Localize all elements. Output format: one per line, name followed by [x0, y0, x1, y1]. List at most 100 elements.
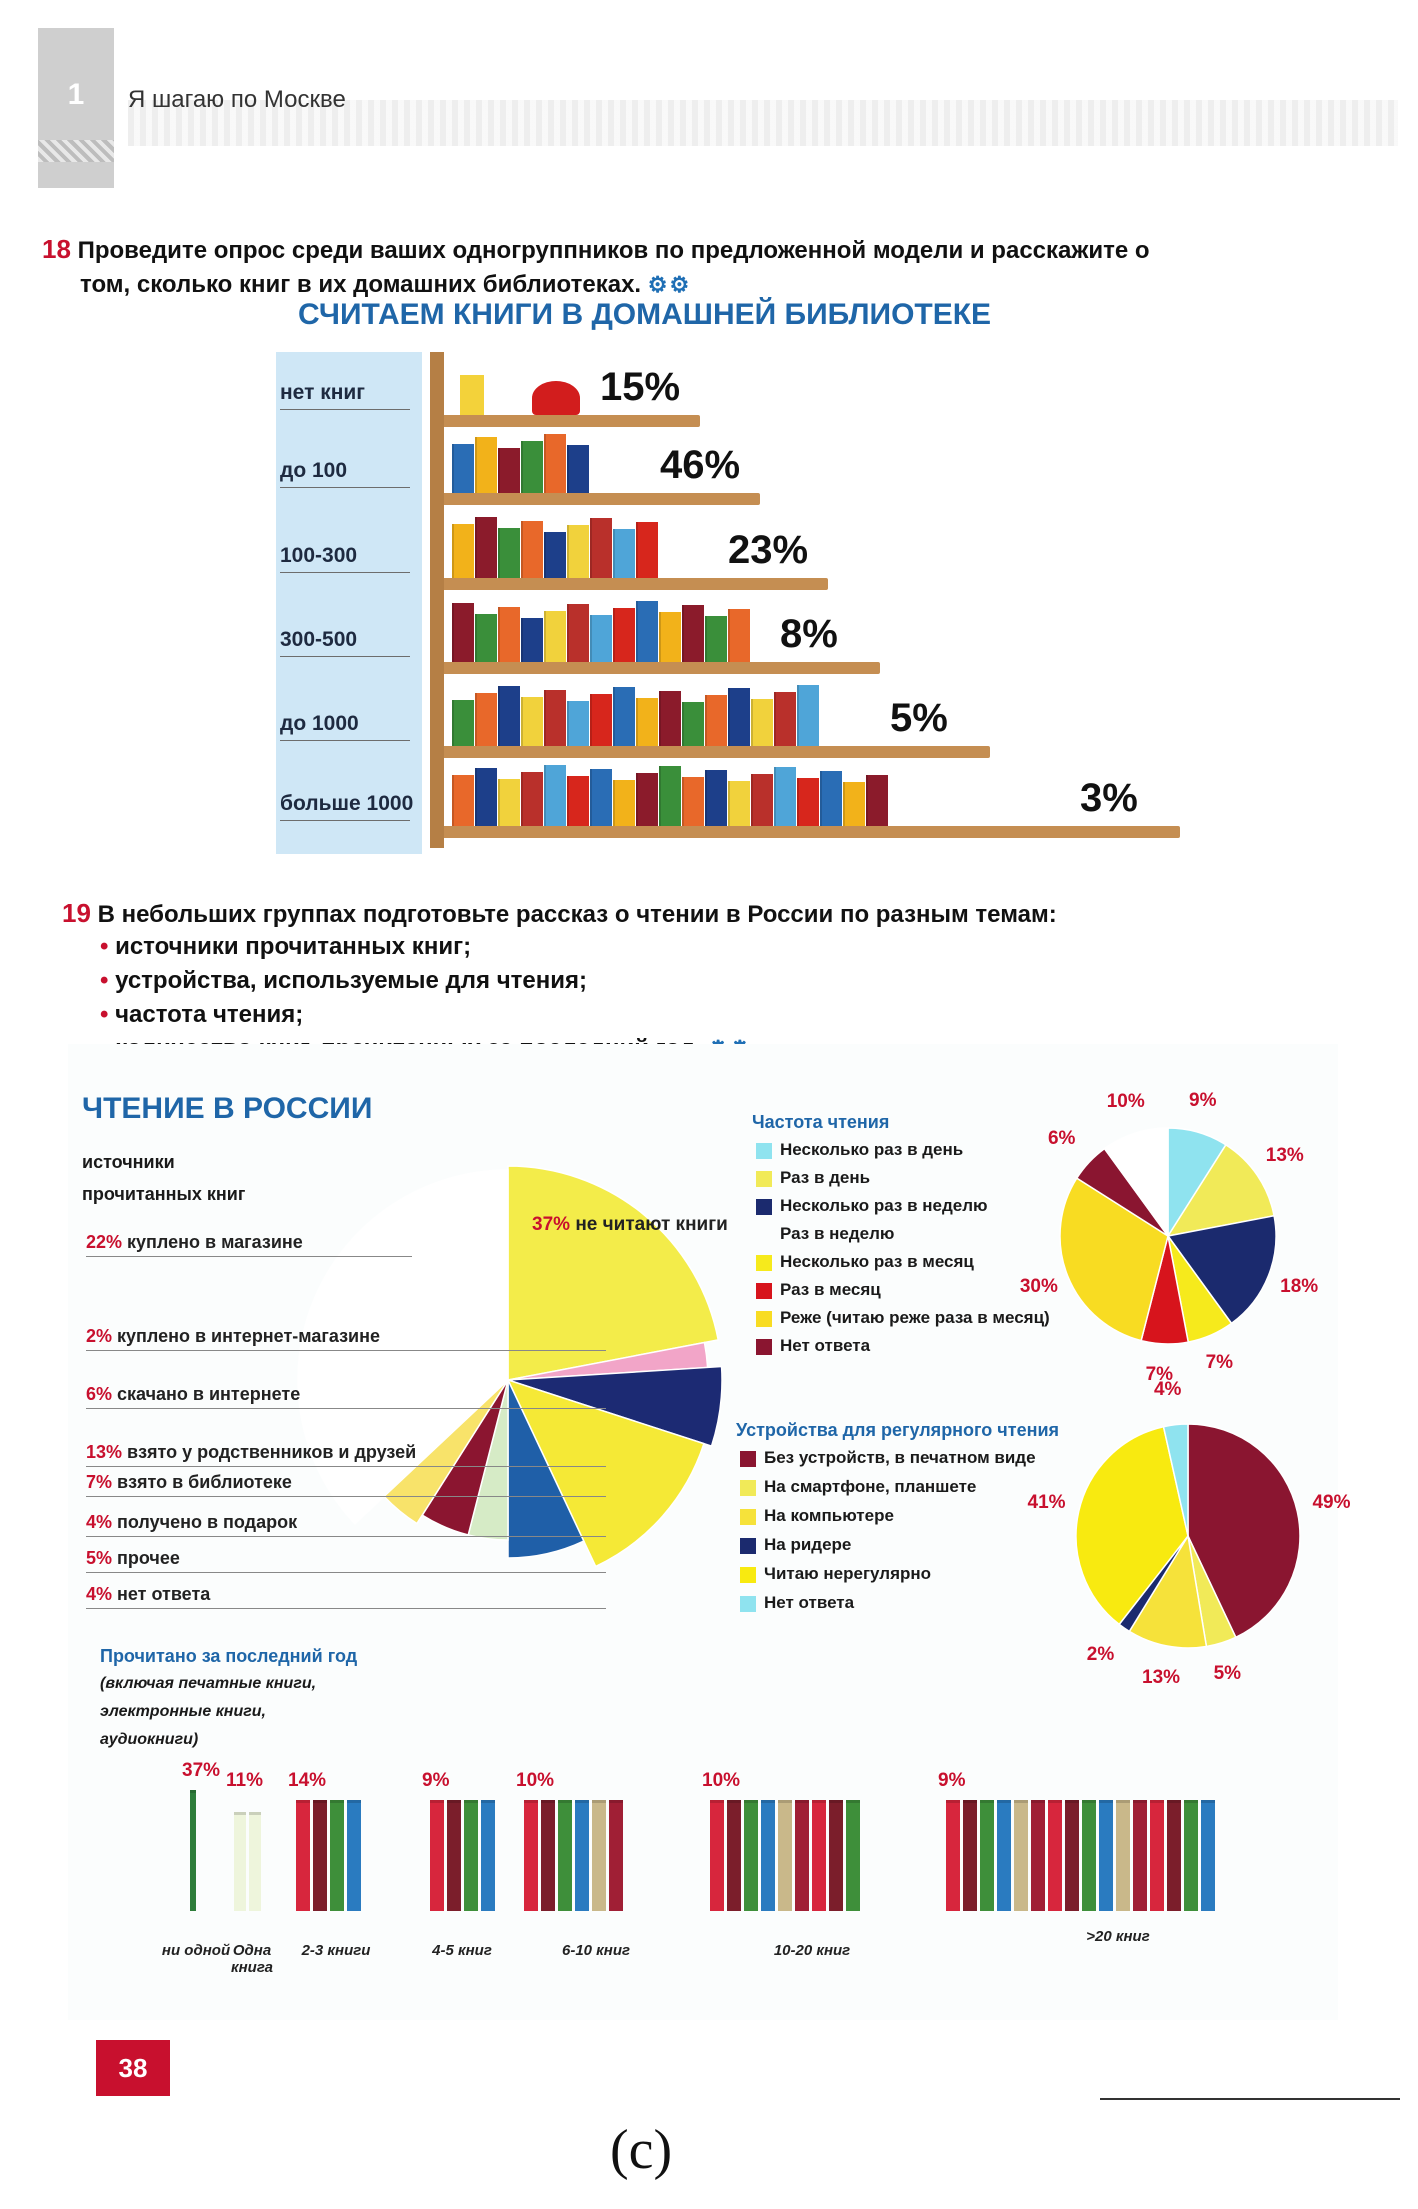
read-last-year-percent: 9%	[422, 1770, 450, 1791]
figure-caption: (c)	[610, 2119, 673, 2181]
sources-label-not-reading: 37% не читают книги	[532, 1214, 728, 1235]
read-last-year-category: 4-5 книг	[432, 1942, 492, 1959]
book-icon	[1116, 1800, 1130, 1911]
book-icon	[751, 699, 773, 746]
frequency-pie-label: 7%	[1145, 1363, 1174, 1385]
book-icon	[544, 765, 566, 826]
legend-swatch	[756, 1142, 772, 1159]
exercise-18: 18 Проведите опрос среди ваших одногрупп…	[42, 232, 1382, 302]
book-icon	[541, 1800, 555, 1911]
shelf-label-underline	[280, 656, 410, 657]
bullet-item: • частота чтения;	[100, 1001, 304, 1028]
exercise-18-text-line2: том, сколько книг в их домашних библиоте…	[80, 271, 642, 298]
frequency-legend-item: Несколько раз в день	[756, 1140, 963, 1160]
book-row	[452, 684, 882, 746]
shelf-label-underline	[280, 409, 410, 410]
sources-pie-slice	[507, 1365, 723, 1448]
book-icon	[778, 1800, 792, 1911]
read-last-year-category: Одна книга	[231, 1942, 273, 1976]
book-icon	[980, 1800, 994, 1911]
book-icon	[475, 768, 497, 826]
book-icon	[812, 1800, 826, 1911]
book-icon	[498, 686, 520, 746]
exercise-19-intro: В небольших группах подготовьте рассказ …	[97, 901, 1057, 928]
book-icon	[1014, 1800, 1028, 1911]
book-icon	[544, 690, 566, 746]
book-icon	[636, 698, 658, 746]
sources-label-leader	[86, 1466, 606, 1467]
book-icon	[659, 612, 681, 662]
shelf-percent-label: 5%	[890, 696, 948, 740]
book-icon	[682, 702, 704, 746]
book-icon	[774, 767, 796, 826]
book-icon	[330, 1800, 344, 1911]
shelf-label-underline	[280, 820, 410, 821]
sources-label-leader	[86, 1536, 606, 1537]
shelf-board	[440, 746, 990, 758]
shelf-label-underline	[280, 487, 410, 488]
book-icon	[521, 441, 543, 493]
devices-pie	[1075, 1423, 1301, 1649]
frequency-pie-label: 18%	[1280, 1275, 1319, 1297]
devices-pie-slice	[1187, 1423, 1301, 1639]
sources-label: 5% прочее	[86, 1548, 180, 1568]
sources-label-leader	[86, 1608, 606, 1609]
sources-pie-slice	[506, 1378, 705, 1568]
book-icon	[567, 701, 589, 746]
devices-pie-label: 5%	[1213, 1663, 1242, 1685]
library-infographic-title: СЧИТАЕМ КНИГИ В ДОМАШНЕЙ БИБЛИОТЕКЕ	[298, 298, 992, 331]
book-icon	[521, 618, 543, 662]
book-icon	[682, 605, 704, 662]
book-icon	[544, 434, 566, 493]
shelf-category-label: больше 1000	[280, 792, 414, 815]
book-icon	[866, 775, 888, 826]
book-icon	[636, 522, 658, 578]
frequency-legend-item: Раз в месяц	[756, 1280, 881, 1300]
book-icon	[567, 445, 589, 493]
exercise-18-text-line1: Проведите опрос среди ваших одногруппник…	[77, 237, 1150, 264]
book-icon	[1133, 1800, 1147, 1911]
book-icon	[567, 776, 589, 826]
devices-legend-item: Читаю нерегулярно	[740, 1564, 931, 1584]
pencil-cup-icon	[460, 375, 484, 415]
book-icon	[475, 517, 497, 578]
book-icon	[774, 692, 796, 746]
shelf-category-label: 100-300	[280, 544, 358, 567]
legend-swatch	[756, 1227, 772, 1243]
book-icon	[705, 770, 727, 826]
book-icon	[521, 697, 543, 746]
shelf-board	[440, 578, 828, 590]
frequency-legend-item: Реже (читаю реже раза в месяц)	[756, 1308, 1050, 1328]
devices-legend-title: Устройства для регулярного чтения	[736, 1420, 1060, 1440]
frequency-pie-slice	[1103, 1127, 1169, 1239]
book-icon	[843, 782, 865, 826]
book-icon	[609, 1800, 623, 1911]
frequency-legend-title: Частота чтения	[752, 1112, 890, 1132]
frequency-pie-label: 7%	[1205, 1352, 1234, 1374]
frequency-pie-label: 13%	[1265, 1145, 1304, 1167]
shelf-percent-label: 15%	[600, 365, 681, 409]
book-icon	[1150, 1800, 1164, 1911]
book-icon	[846, 1800, 860, 1911]
book-icon	[498, 528, 520, 578]
legend-swatch	[740, 1479, 756, 1496]
frequency-pie-slice	[1059, 1177, 1169, 1342]
book-icon	[613, 687, 635, 746]
chapter-tab-ornament	[38, 140, 114, 162]
shelf-board	[440, 662, 880, 674]
book-icon	[1201, 1800, 1215, 1911]
read-last-year-heading: Прочитано за последний год (включая печа…	[100, 1646, 358, 1748]
shelf-label-underline	[280, 572, 410, 573]
read-last-year-category: 6-10 книг	[561, 1942, 631, 1959]
book-icon	[744, 1800, 758, 1911]
book-icon	[567, 525, 589, 578]
sources-pie	[297, 1165, 723, 1568]
devices-legend-item: Без устройств, в печатном виде	[740, 1448, 1036, 1468]
read-last-year-category: >20 книг	[1086, 1928, 1150, 1945]
read-last-year-percent: 9%	[938, 1770, 966, 1791]
book-icon	[1184, 1800, 1198, 1911]
book-icon	[575, 1800, 589, 1911]
book-icon	[452, 775, 474, 826]
shelf-board	[440, 415, 700, 427]
